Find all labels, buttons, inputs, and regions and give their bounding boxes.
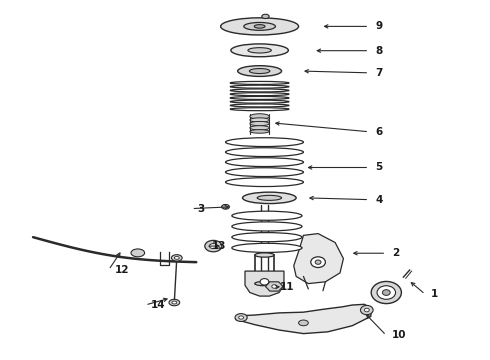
Text: 13: 13 xyxy=(212,241,226,251)
Polygon shape xyxy=(235,304,372,334)
Text: 10: 10 xyxy=(392,330,407,341)
Ellipse shape xyxy=(250,130,270,133)
Ellipse shape xyxy=(230,85,289,88)
Ellipse shape xyxy=(239,316,244,319)
Ellipse shape xyxy=(260,279,269,285)
Ellipse shape xyxy=(238,66,282,76)
Ellipse shape xyxy=(230,93,289,96)
Polygon shape xyxy=(245,271,284,296)
Ellipse shape xyxy=(225,178,303,186)
Ellipse shape xyxy=(365,308,369,312)
Ellipse shape xyxy=(172,301,177,304)
Ellipse shape xyxy=(315,260,321,264)
Ellipse shape xyxy=(230,81,289,85)
Ellipse shape xyxy=(250,126,270,130)
Ellipse shape xyxy=(230,108,289,111)
Ellipse shape xyxy=(232,243,302,252)
Text: 12: 12 xyxy=(115,265,129,275)
Ellipse shape xyxy=(225,148,303,157)
Ellipse shape xyxy=(169,299,180,306)
Ellipse shape xyxy=(131,249,145,257)
Ellipse shape xyxy=(209,244,217,249)
Ellipse shape xyxy=(254,24,265,28)
Ellipse shape xyxy=(311,257,325,267)
Ellipse shape xyxy=(250,121,270,126)
Ellipse shape xyxy=(272,285,277,288)
Ellipse shape xyxy=(221,204,229,209)
Ellipse shape xyxy=(230,104,289,107)
Ellipse shape xyxy=(250,114,270,119)
Text: 9: 9 xyxy=(375,21,382,31)
Ellipse shape xyxy=(377,286,395,299)
Ellipse shape xyxy=(248,48,271,53)
Ellipse shape xyxy=(257,195,282,201)
Polygon shape xyxy=(294,234,343,284)
Ellipse shape xyxy=(249,68,270,73)
Ellipse shape xyxy=(225,138,303,147)
Ellipse shape xyxy=(244,22,275,30)
Ellipse shape xyxy=(232,222,302,231)
Ellipse shape xyxy=(174,256,179,259)
Ellipse shape xyxy=(382,290,390,296)
Polygon shape xyxy=(266,282,283,291)
Ellipse shape xyxy=(250,118,270,122)
Ellipse shape xyxy=(243,192,296,203)
Text: 5: 5 xyxy=(375,162,382,172)
Ellipse shape xyxy=(172,255,182,261)
Ellipse shape xyxy=(298,320,308,326)
Ellipse shape xyxy=(361,305,373,315)
Text: 11: 11 xyxy=(280,282,294,292)
Ellipse shape xyxy=(255,282,274,286)
Ellipse shape xyxy=(225,168,303,176)
Ellipse shape xyxy=(371,282,401,303)
Ellipse shape xyxy=(230,96,289,99)
Text: 14: 14 xyxy=(151,300,166,310)
Ellipse shape xyxy=(235,314,247,321)
Ellipse shape xyxy=(205,240,222,252)
Ellipse shape xyxy=(262,14,269,18)
Text: 2: 2 xyxy=(392,248,399,258)
Text: 4: 4 xyxy=(375,195,383,204)
Ellipse shape xyxy=(230,100,289,103)
Ellipse shape xyxy=(225,158,303,167)
Ellipse shape xyxy=(255,253,274,257)
Ellipse shape xyxy=(230,89,289,92)
Text: 1: 1 xyxy=(431,289,439,299)
Text: 6: 6 xyxy=(375,127,382,137)
Text: 7: 7 xyxy=(375,68,383,78)
Ellipse shape xyxy=(232,211,302,220)
Ellipse shape xyxy=(231,44,288,57)
Text: 8: 8 xyxy=(375,46,382,56)
Ellipse shape xyxy=(232,233,302,242)
Ellipse shape xyxy=(220,18,298,35)
Text: 3: 3 xyxy=(197,203,204,213)
